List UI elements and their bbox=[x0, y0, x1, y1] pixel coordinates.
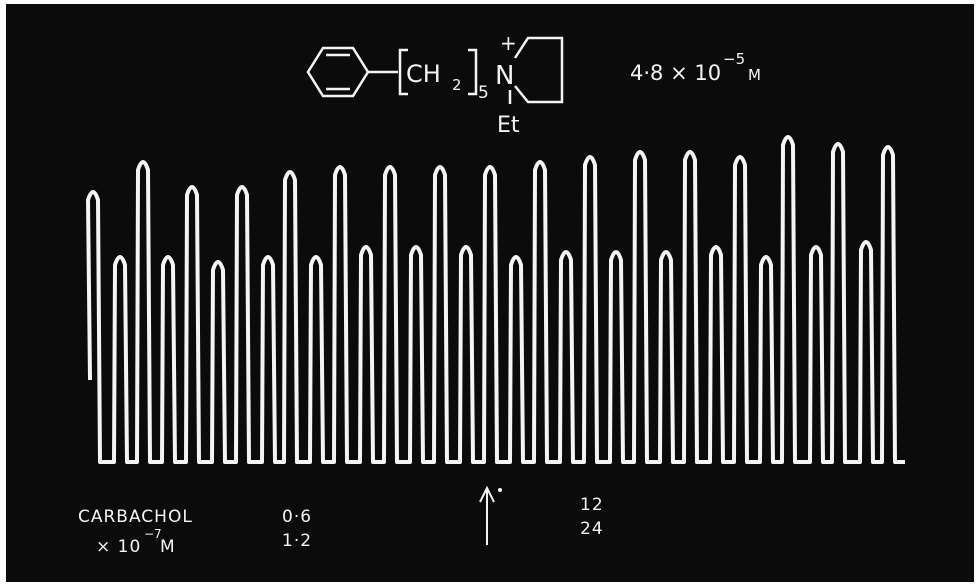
formula-nitrogen: N bbox=[495, 61, 514, 91]
agonist-scale: × 10 bbox=[96, 537, 141, 557]
dose-high: 24 bbox=[580, 519, 604, 539]
figure: CH 2 5 N + Et 4·8 × 10 −5 M CARBACHOL × … bbox=[0, 0, 979, 587]
dot bbox=[498, 488, 502, 492]
page: CH 2 5 N + Et 4·8 × 10 −5 M CARBACHOL × … bbox=[0, 0, 979, 587]
concentration-exponent: −5 bbox=[723, 50, 745, 68]
agonist-name: CARBACHOL bbox=[78, 507, 193, 527]
dose-low: 12 bbox=[580, 495, 604, 515]
agonist-unit: M bbox=[160, 537, 176, 557]
formula-substituent: Et bbox=[497, 113, 520, 138]
formula-subscript: 2 bbox=[452, 76, 462, 94]
dose-high: 1·2 bbox=[282, 531, 312, 551]
formula-group: CH bbox=[406, 60, 441, 88]
dose-low: 0·6 bbox=[282, 507, 312, 527]
concentration-unit: M bbox=[748, 66, 761, 84]
formula-charge: + bbox=[500, 31, 517, 55]
concentration: 4·8 × 10 bbox=[630, 61, 721, 85]
formula-subscript: 5 bbox=[478, 83, 489, 103]
